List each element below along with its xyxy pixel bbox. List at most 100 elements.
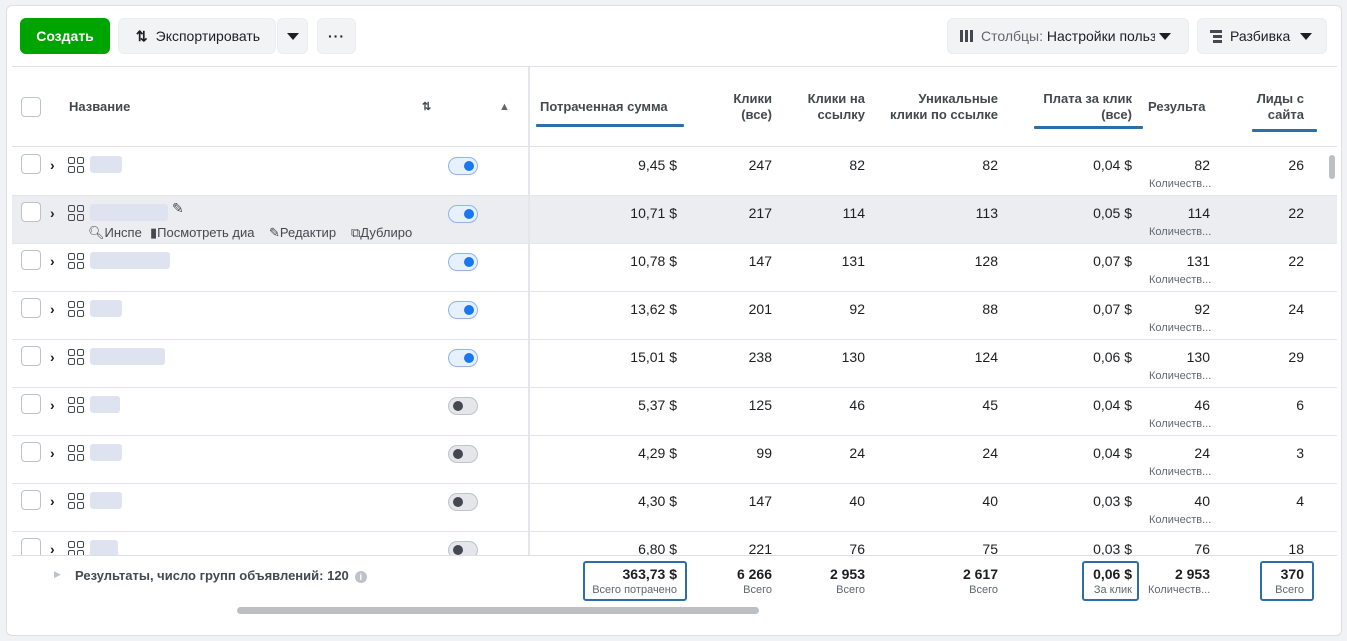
export-button[interactable]: ⇅ Экспортировать (118, 18, 276, 54)
column-header-name[interactable]: Название (69, 99, 131, 114)
columns-dropdown[interactable]: Столбцы: Настройки польз (947, 18, 1189, 54)
row-checkbox[interactable] (21, 442, 41, 462)
table-row[interactable]: › 5,37 $ 125 46 45 0,04 $ 46 6 Количеств... (12, 388, 1337, 436)
export-dropdown-button[interactable] (277, 18, 308, 54)
row-checkbox[interactable] (21, 202, 41, 222)
column-header-spent[interactable]: Потраченная сумма (540, 99, 668, 114)
blurred-ad-set-name[interactable] (90, 300, 122, 317)
expand-chevron-icon[interactable]: › (50, 349, 55, 365)
expand-chevron-icon[interactable]: › (50, 493, 55, 509)
table-header: Название ⇅ ▲ Потраченная сумма Клики (вс… (12, 67, 1337, 147)
column-header-unique-link-clicks[interactable]: Уникальные клики по ссылке (890, 91, 998, 122)
expand-chevron-icon[interactable]: › (50, 157, 55, 173)
columns-label: Столбцы: (981, 28, 1044, 44)
column-header-cpc-all[interactable]: Плата за клик (все) (1043, 91, 1132, 122)
table-row[interactable]: › 4,30 $ 147 40 40 0,03 $ 40 4 Количеств... (12, 484, 1337, 532)
total-clicks-caption: Всего (743, 584, 772, 596)
view-charts-action[interactable]: ▮Посмотреть диа (150, 225, 255, 240)
blurred-ad-set-name[interactable] (90, 492, 122, 509)
cell-clicks: 99 (756, 445, 772, 461)
cell-results: 76 (1194, 541, 1210, 557)
more-button[interactable]: ··· (317, 18, 356, 54)
column-header-site-leads[interactable]: Лиды с сайта (1256, 91, 1304, 122)
select-all-checkbox[interactable] (21, 97, 41, 117)
blurred-ad-set-name[interactable] (90, 156, 122, 173)
delivery-toggle[interactable] (448, 205, 478, 223)
frozen-column-divider (528, 67, 530, 606)
table-row[interactable]: › 4,29 $ 99 24 24 0,04 $ 24 3 Количеств... (12, 436, 1337, 484)
delivery-toggle[interactable] (448, 253, 478, 271)
warning-icon: ▲ (499, 101, 510, 113)
column-highlight-leads (1252, 129, 1317, 132)
table-row[interactable]: › 13,62 $ 201 92 88 0,07 $ 92 24 Количеств... (12, 292, 1337, 340)
cell-cpc: 0,05 $ (1093, 205, 1132, 221)
footer-label-text: Результаты, число групп объявлений: 120 (75, 568, 349, 583)
expand-chevron-icon[interactable]: › (50, 205, 55, 221)
table-row[interactable]: › 9,45 $ 247 82 82 0,04 $ 82 26 Количеств... (12, 148, 1337, 196)
column-header-link-clicks[interactable]: Клики на ссылку (807, 91, 865, 122)
cell-results-caption: Количеств... (1149, 370, 1212, 382)
sort-icon[interactable]: ⇅ (422, 101, 432, 113)
edit-name-pencil-icon[interactable]: ✎ (172, 200, 184, 216)
edit-action[interactable]: ✎Редактир (269, 225, 337, 240)
delivery-toggle[interactable] (448, 157, 478, 175)
row-checkbox[interactable] (21, 250, 41, 270)
total-cpc-caption: За клик (1093, 584, 1132, 596)
blurred-ad-set-name[interactable] (90, 252, 170, 269)
cell-results-caption: Количеств... (1149, 466, 1212, 478)
blurred-ad-set-name[interactable] (90, 348, 165, 365)
cell-results: 40 (1194, 493, 1210, 509)
column-header-clicks-all[interactable]: Клики (все) (733, 91, 772, 122)
cell-spent: 15,01 $ (630, 349, 677, 365)
delivery-toggle[interactable] (448, 397, 478, 415)
breakdown-icon (1210, 29, 1222, 43)
ad-set-icon (68, 253, 84, 269)
info-icon[interactable]: i (354, 571, 367, 583)
inspect-action[interactable]: 🔍︎Инспе (88, 225, 142, 240)
expand-chevron-icon[interactable]: › (50, 301, 55, 317)
cell-leads: 24 (1288, 301, 1304, 317)
cell-leads: 29 (1288, 349, 1304, 365)
delivery-toggle[interactable] (448, 349, 478, 367)
ad-set-icon (68, 349, 84, 365)
row-checkbox[interactable] (21, 346, 41, 366)
column-header-results[interactable]: Результа (1148, 99, 1206, 114)
delivery-toggle[interactable] (448, 301, 478, 319)
horizontal-scrollbar[interactable] (237, 607, 759, 614)
cell-spent: 13,62 $ (630, 301, 677, 317)
blurred-ad-set-name[interactable] (90, 444, 122, 461)
cell-cpc: 0,07 $ (1093, 301, 1132, 317)
expand-chevron-icon[interactable]: › (50, 541, 55, 557)
expand-chevron-icon[interactable]: › (50, 397, 55, 413)
table-row[interactable]: › 15,01 $ 238 130 124 0,06 $ 130 29 Количеств... (12, 340, 1337, 388)
table-row[interactable]: › ✎ 🔍︎Инспе ▮Посмотреть диа ✎Редактир ⧉Дублир… (12, 196, 1337, 244)
delivery-toggle[interactable] (448, 445, 478, 463)
vertical-scrollbar[interactable] (1329, 155, 1335, 179)
blurred-ad-set-name[interactable] (90, 396, 120, 413)
row-checkbox[interactable] (21, 394, 41, 414)
row-checkbox[interactable] (21, 298, 41, 318)
blurred-ad-set-name[interactable] (90, 204, 168, 221)
expand-chevron-icon[interactable]: › (50, 253, 55, 269)
row-actions: 🔍︎Инспе ▮Посмотреть диа ✎Редактир ⧉Дублиро (88, 225, 430, 241)
cell-leads: 3 (1296, 445, 1304, 461)
cell-cpc: 0,04 $ (1093, 397, 1132, 413)
expand-chevron-icon[interactable]: › (50, 445, 55, 461)
cell-unique: 113 (975, 205, 998, 221)
create-button[interactable]: Создать (20, 18, 110, 54)
table-row[interactable]: › 10,78 $ 147 131 128 0,07 $ 131 22 Количеств... (12, 244, 1337, 292)
blurred-ad-set-name[interactable] (90, 540, 118, 557)
cell-link: 24 (849, 445, 865, 461)
cell-spent: 9,45 $ (638, 157, 677, 173)
column-highlight-cpc (1034, 126, 1143, 129)
total-cpc: 0,06 $ (1093, 566, 1132, 582)
cell-results: 131 (1186, 253, 1210, 269)
duplicate-action[interactable]: ⧉Дублиро (351, 225, 413, 240)
cell-clicks: 201 (748, 301, 772, 317)
row-checkbox[interactable] (21, 490, 41, 510)
row-checkbox[interactable] (21, 154, 41, 174)
breakdown-dropdown[interactable]: Разбивка (1197, 18, 1327, 54)
cell-clicks: 238 (748, 349, 772, 365)
delivery-toggle[interactable] (448, 493, 478, 511)
cell-link: 92 (849, 301, 865, 317)
